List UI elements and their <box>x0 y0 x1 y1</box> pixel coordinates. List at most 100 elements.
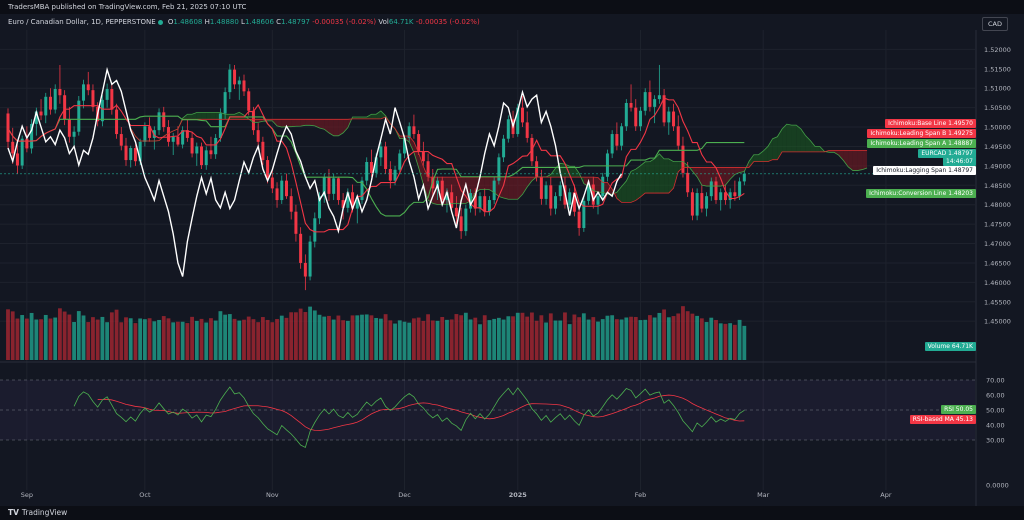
rsi-tick-label: 30.00 <box>986 437 1005 445</box>
candle-body <box>450 192 454 208</box>
cloud-segment <box>333 119 339 136</box>
volume-bar <box>350 315 355 360</box>
candle-body <box>497 157 501 181</box>
candle-body <box>171 136 175 142</box>
volume-bar <box>327 315 331 360</box>
volume-bar <box>317 314 322 360</box>
candle-body <box>327 177 331 194</box>
volume-bar <box>360 314 364 360</box>
volume-bar <box>416 317 421 360</box>
volume-bar <box>525 316 530 360</box>
candle-body <box>200 146 204 166</box>
volume-bar <box>638 320 643 360</box>
cloud-segment <box>352 116 358 119</box>
volume-bar <box>666 317 671 360</box>
candle-body <box>299 233 303 263</box>
rsi-ma-line <box>97 394 745 431</box>
volume-bar <box>709 317 714 360</box>
volume-bar <box>511 316 515 360</box>
candle-body <box>218 113 222 138</box>
cloud-segment <box>838 150 844 161</box>
volume-bar <box>463 312 468 360</box>
candle-body <box>402 137 406 154</box>
volume-bar <box>572 314 577 360</box>
volume-bar <box>48 318 53 360</box>
volume-bar <box>232 318 237 360</box>
candle-body <box>393 169 397 181</box>
volume-bar <box>294 312 298 360</box>
cloud-segment <box>782 124 787 152</box>
ohlc-open: 1.48608 <box>173 18 203 26</box>
volume-bar <box>520 312 525 360</box>
price-axis[interactable]: 1.52000 1.51500 1.51000 1.50500 1.50000 1.495… <box>984 46 1011 490</box>
candle-body <box>185 130 189 138</box>
candle-body <box>620 126 624 146</box>
candle-body <box>601 176 605 197</box>
time-tick-label: Dec <box>398 491 411 499</box>
ohlc-low-label: L <box>241 18 245 26</box>
candle-body <box>502 138 506 158</box>
candle-body <box>341 200 345 208</box>
tradingview-logo[interactable]: TV TradingView <box>8 508 67 518</box>
volume-bar <box>714 320 718 360</box>
currency-button[interactable]: CAD <box>982 17 1008 31</box>
symbol-title[interactable]: Euro / Canadian Dollar, 1D, PEPPERSTONE <box>8 18 156 26</box>
candle-body <box>48 96 52 110</box>
volume-bar <box>109 312 114 360</box>
volume-bar <box>586 319 591 360</box>
volume-bars <box>6 306 747 360</box>
volume-bar <box>209 318 213 360</box>
candle-body <box>270 177 274 189</box>
candle-body <box>223 92 227 114</box>
candle-body <box>728 192 732 201</box>
candle-body <box>421 151 425 162</box>
cloud-segment <box>772 136 778 160</box>
candle-body <box>596 196 600 205</box>
candle-body <box>284 180 288 197</box>
candle-body <box>119 134 123 146</box>
candle-body <box>39 111 43 116</box>
cloud-segment <box>376 110 381 119</box>
volume-bar <box>548 313 553 360</box>
candle-body <box>181 130 185 145</box>
cloud-segment <box>295 119 301 127</box>
volume-bar <box>157 319 161 360</box>
time-axis[interactable]: Sep Oct Nov Dec 2025 Feb Mar Apr <box>21 491 892 499</box>
candle-body <box>733 192 737 197</box>
candle-body <box>558 185 562 197</box>
volume-bar <box>728 323 733 360</box>
cloud-segment <box>664 158 669 194</box>
cloud-segment <box>777 129 783 160</box>
volume-bar <box>652 317 657 360</box>
cloud-segment <box>409 135 414 153</box>
rsi-ma-value-label: RSI-based MA 45.13 <box>909 414 976 424</box>
volume-bar <box>506 316 511 360</box>
candle-body <box>143 126 147 142</box>
rsi-value-label: RSI 50.05 <box>941 404 976 414</box>
cloud-segment <box>357 116 362 119</box>
volume-bar <box>685 311 690 360</box>
price-chart[interactable]: 1.52000 1.51500 1.51000 1.50500 1.50000 1.495… <box>0 0 1024 506</box>
candle-body <box>308 241 312 277</box>
lagging-span-line <box>7 66 623 277</box>
time-tick-label: Oct <box>139 491 151 499</box>
price-tick-label: 1.45500 <box>984 298 1011 306</box>
volume-bar <box>161 316 166 360</box>
candle-body <box>15 153 19 166</box>
cloud-segment <box>517 177 523 200</box>
candle-body <box>426 161 430 177</box>
last-price-label: EURCAD 1.48797 <box>918 148 976 158</box>
candle-body <box>152 130 156 138</box>
candle-body <box>634 107 638 127</box>
price-tick-label: 1.48500 <box>984 182 1011 190</box>
volume-bar <box>614 319 619 360</box>
cloud-segment <box>631 169 636 203</box>
volume-bar <box>742 325 747 360</box>
volume-bar <box>86 322 91 360</box>
candle-body <box>100 99 104 122</box>
volume-bar <box>34 319 39 360</box>
candle-body <box>459 216 463 232</box>
rsi-tick-label: 0.0000 <box>986 482 1009 490</box>
lagging-span-label: Ichimoku:Lagging Span 1.48797 <box>873 165 976 175</box>
volume-bar <box>600 319 605 360</box>
